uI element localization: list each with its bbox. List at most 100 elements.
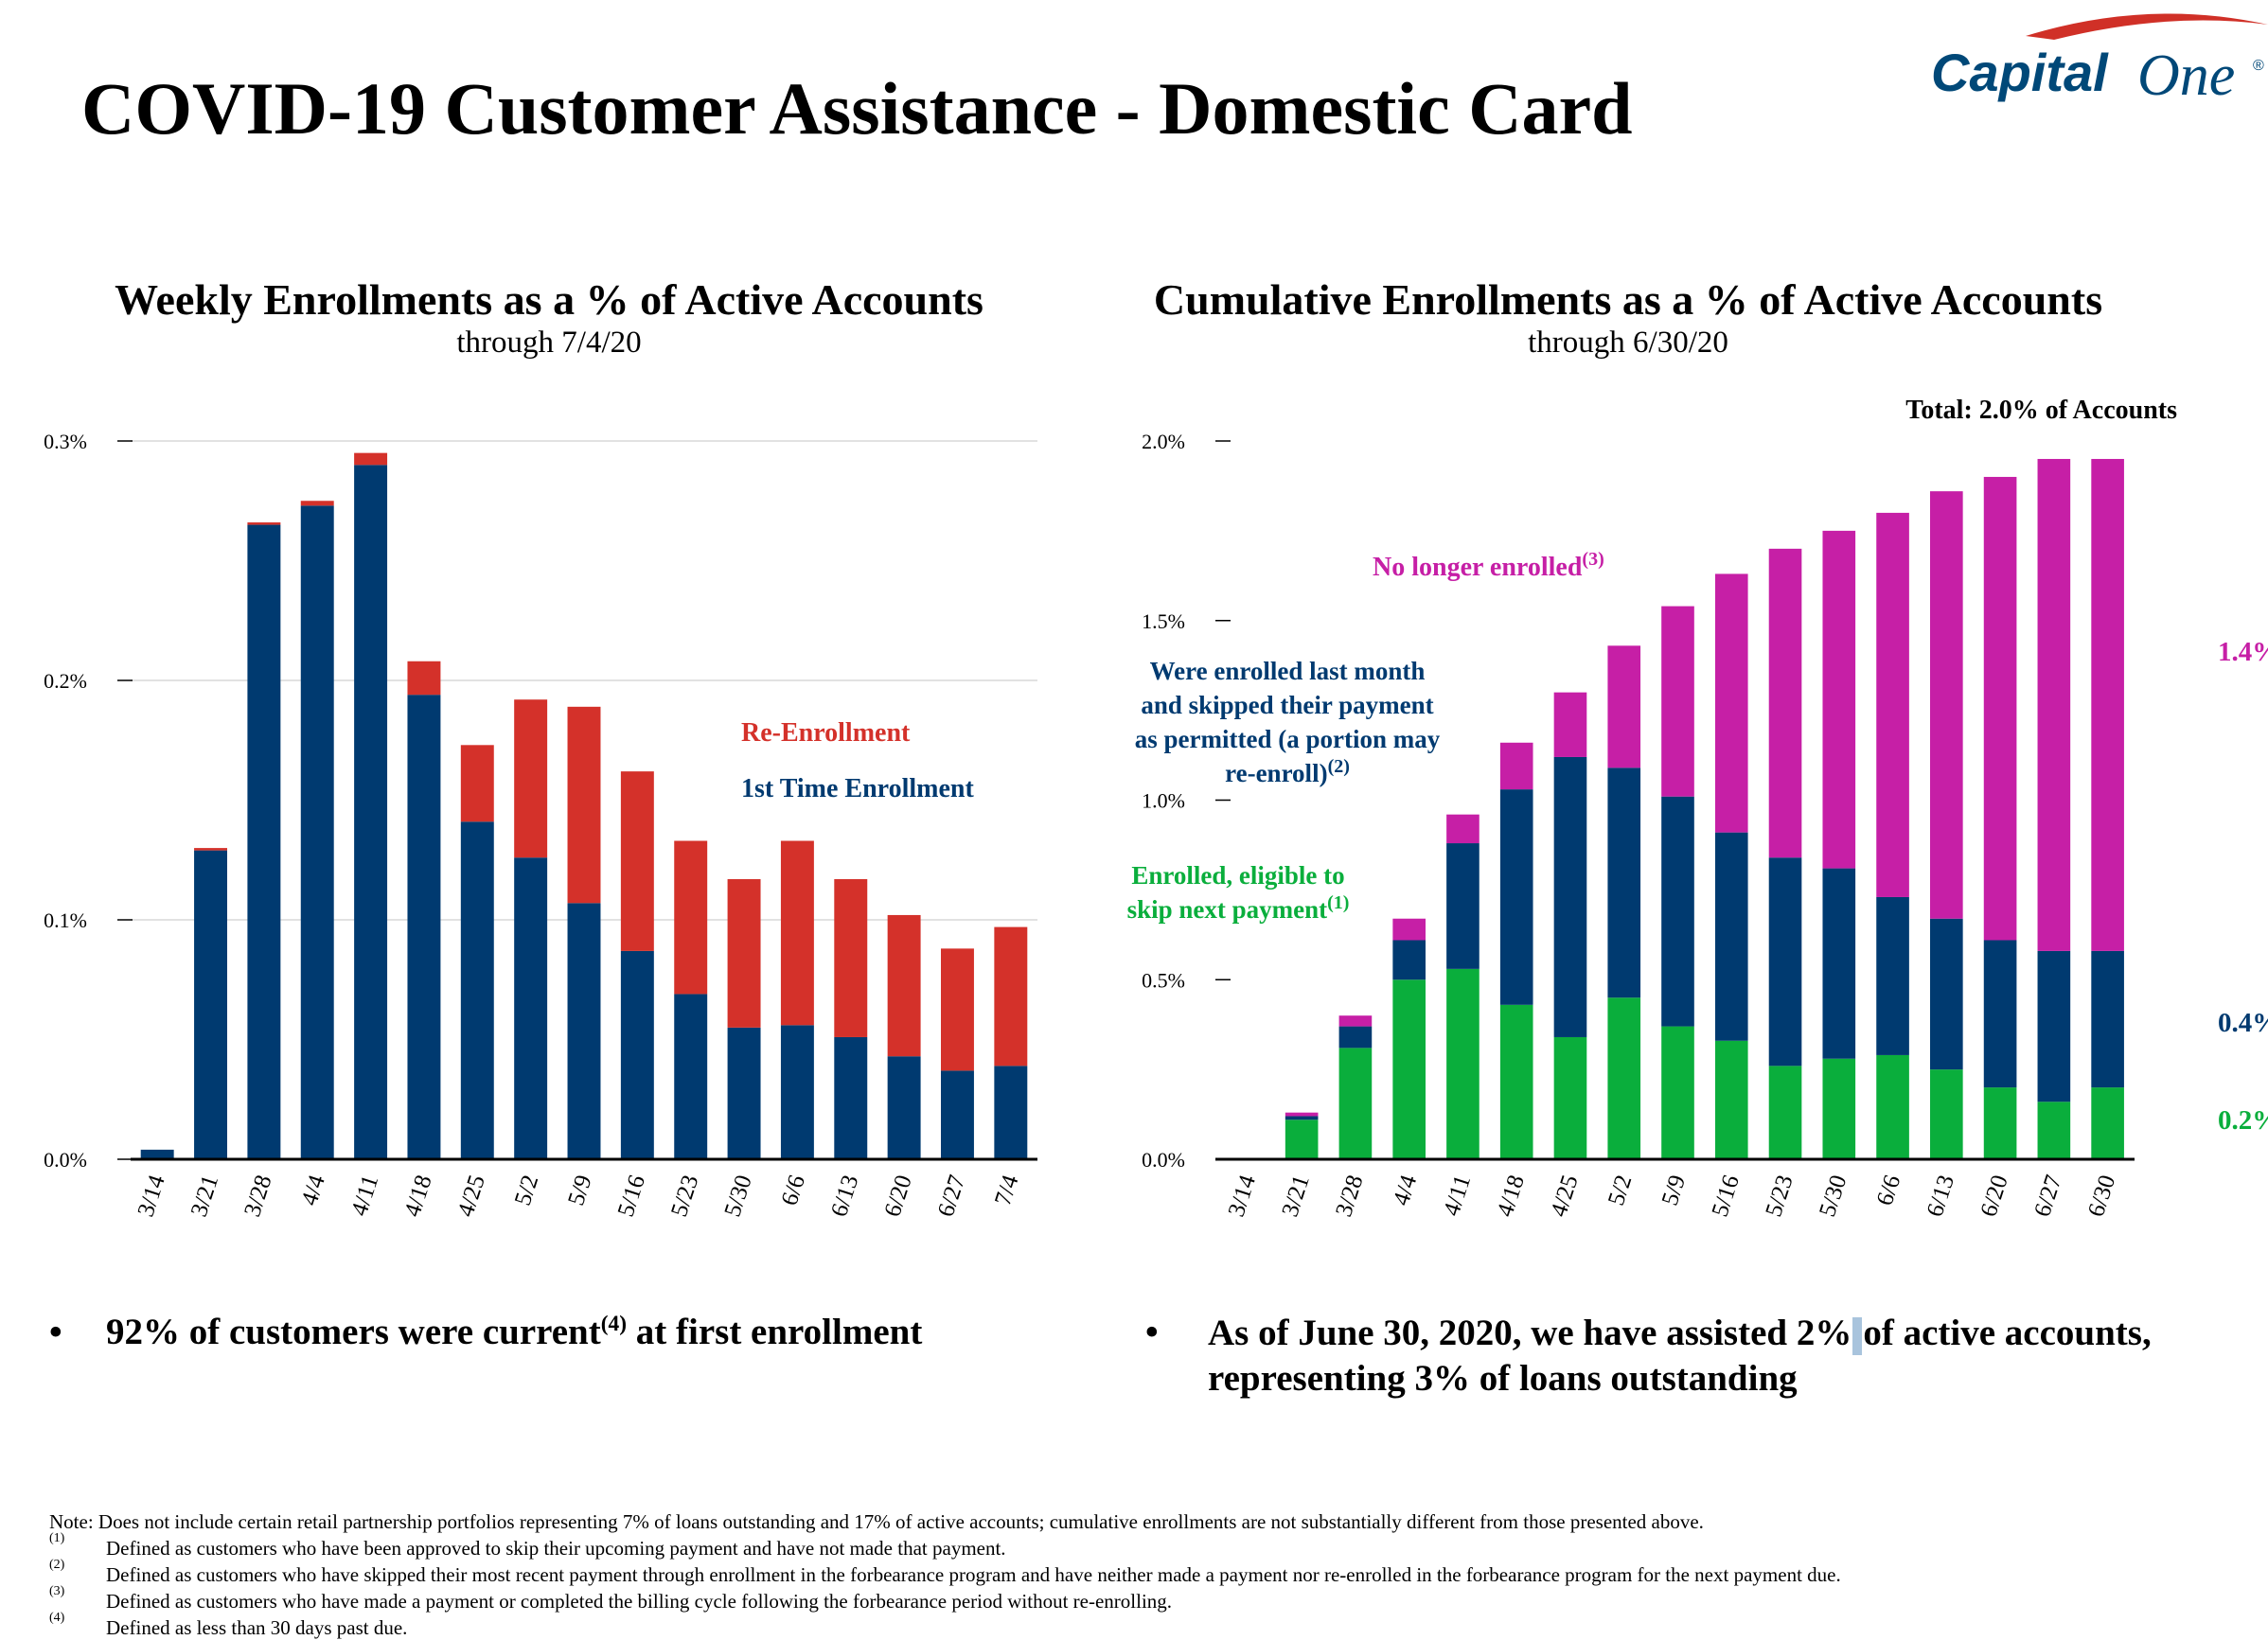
y-tick-label: 1.0% — [1142, 789, 1185, 813]
bar-segment — [1285, 1120, 1319, 1159]
x-tick-label: 5/9 — [563, 1173, 597, 1209]
bar-segment — [1607, 997, 1641, 1159]
bar-segment — [727, 1027, 761, 1159]
bar-segment — [1768, 548, 1802, 858]
bar-segment — [247, 524, 281, 1159]
bar-segment — [2037, 950, 2071, 1102]
x-tick-label: 5/2 — [510, 1173, 544, 1209]
bar-segment — [407, 661, 441, 696]
bar-segment — [994, 926, 1028, 1067]
bar-segment — [1607, 767, 1641, 998]
footnote-1: Defined as customers who have been appro… — [106, 1537, 1006, 1560]
x-tick-label: 3/14 — [1224, 1172, 1262, 1220]
bar-segment — [300, 505, 334, 1159]
end-value-label: 0.2% — [2218, 1105, 2268, 1136]
bar-segment — [2037, 458, 2071, 951]
end-value-label: 1.4% — [2218, 637, 2268, 667]
footnote-mark: (3) — [49, 1584, 65, 1598]
bar-segment — [1446, 814, 1480, 844]
bar-segment — [620, 950, 654, 1159]
bar-segment — [567, 903, 601, 1159]
chart2-subtitle: through 6/30/20 — [1528, 326, 1728, 360]
x-tick-label: 5/23 — [1761, 1173, 1798, 1221]
x-tick-label: 6/13 — [826, 1173, 863, 1221]
y-tick-label: 0.0% — [44, 1148, 87, 1172]
y-tick-label: 0.5% — [1142, 968, 1185, 992]
bar-segment — [1876, 896, 1909, 1055]
bar-segment — [1930, 491, 1963, 919]
y-tick-label: 2.0% — [1142, 430, 1185, 453]
x-tick-label: 6/6 — [777, 1173, 811, 1209]
logo-registered: ® — [2253, 58, 2264, 74]
y-tick-label: 0.3% — [44, 430, 87, 453]
bar-segment — [1822, 1058, 1856, 1159]
bar-segment — [834, 1036, 868, 1159]
footnote-2: Defined as customers who have skipped th… — [106, 1563, 1841, 1586]
footnote-mark: (4) — [49, 1611, 65, 1625]
y-tick-label: 0.1% — [44, 908, 87, 932]
bar-segment — [2037, 1102, 2071, 1159]
bar-segment — [1661, 796, 1694, 1027]
bar-segment — [1446, 843, 1480, 969]
bar-segment — [300, 501, 334, 506]
x-tick-label: 5/30 — [719, 1173, 756, 1221]
bar-segment — [1983, 1087, 2017, 1159]
bar-segment — [1983, 940, 2017, 1088]
x-tick-label: 6/27 — [2029, 1173, 2066, 1221]
bar-segment — [514, 857, 548, 1159]
x-tick-label: 6/6 — [1872, 1173, 1906, 1209]
bar-segment — [1930, 918, 1963, 1070]
y-tick-label: 0.0% — [1142, 1148, 1185, 1172]
text-cursor-highlight — [1852, 1317, 1863, 1356]
bar-segment — [834, 878, 868, 1037]
bar-segment — [1661, 606, 1694, 797]
bar-segment — [887, 1056, 921, 1159]
x-tick-label: 4/25 — [453, 1173, 490, 1221]
bar-segment — [1822, 530, 1856, 869]
bar-segment — [1768, 857, 1802, 1067]
bullet-dot: • — [1145, 1312, 1159, 1352]
bar-segment — [1930, 1069, 1963, 1159]
x-tick-label: 3/21 — [186, 1173, 223, 1221]
footnote-note: Note: Does not include certain retail pa… — [49, 1510, 1704, 1533]
bar-segment — [941, 1070, 974, 1159]
total-label: Total: 2.0% of Accounts — [1905, 396, 2177, 425]
x-tick-label: 6/27 — [933, 1173, 970, 1221]
bar-segment — [1392, 979, 1426, 1159]
chart1-title: Weekly Enrollments as a % of Active Acco… — [115, 275, 983, 324]
bar-segment — [354, 452, 388, 466]
weekly-enrollments-chart: 0.0% 0.1% 0.2% 0.3% 3/14 3/21 3/28 4/4 4/11 4/18 4… — [44, 430, 1037, 1221]
x-tick-label: 4/4 — [296, 1172, 330, 1208]
bar-segment — [2091, 1087, 2124, 1159]
bar-segment — [1499, 1004, 1533, 1159]
x-tick-label: 3/14 — [133, 1172, 170, 1220]
bar-segment — [1661, 1026, 1694, 1159]
bar-segment — [567, 706, 601, 904]
logo-text-capital: Capital — [1931, 43, 2109, 102]
x-tick-label: 7/4 — [990, 1172, 1024, 1208]
bar-segment — [994, 1066, 1028, 1159]
bar-segment — [1714, 573, 1748, 833]
bar-segment — [1499, 789, 1533, 1005]
annotation-no-longer-enrolled: No longer enrolled(3) — [1373, 549, 1604, 582]
bar-segment — [247, 522, 281, 525]
legend-first-time-enrollment: 1st Time Enrollment — [741, 774, 974, 803]
y-tick-label: 1.5% — [1142, 609, 1185, 633]
bar-segment — [140, 1149, 174, 1159]
x-tick-label: 5/9 — [1657, 1173, 1692, 1209]
bar-segment — [1553, 756, 1587, 1037]
logo-swoosh — [2026, 13, 2268, 40]
bar-segment — [780, 840, 814, 1026]
x-tick-label: 6/20 — [1976, 1173, 2012, 1221]
bar-segment — [1499, 742, 1533, 790]
footnote-mark: (1) — [49, 1531, 65, 1545]
x-tick-label: 6/20 — [879, 1173, 916, 1221]
x-tick-label: 5/23 — [666, 1173, 703, 1221]
x-tick-label: 5/30 — [1815, 1173, 1852, 1221]
bar-segment — [194, 850, 227, 1159]
bar-segment — [674, 994, 708, 1159]
x-tick-label: 3/28 — [1331, 1173, 1368, 1221]
bar-segment — [1338, 1015, 1373, 1027]
bar-segment — [1983, 476, 2017, 941]
page-title: COVID-19 Customer Assistance - Domestic … — [81, 67, 1633, 150]
